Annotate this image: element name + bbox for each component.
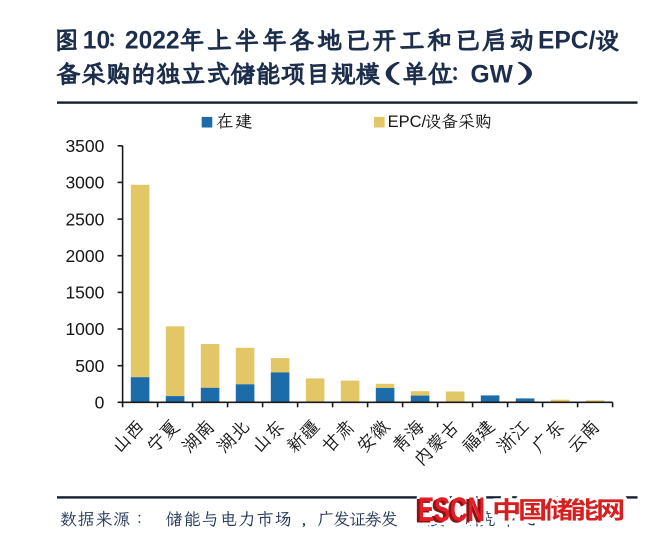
svg-text:10: 10	[83, 28, 110, 55]
svg-text:2022: 2022	[125, 28, 180, 55]
svg-text:GW: GW	[471, 61, 514, 88]
svg-text:1000: 1000	[65, 319, 104, 339]
svg-text:3500: 3500	[65, 136, 104, 156]
svg-text:2500: 2500	[65, 209, 104, 229]
svg-text:2000: 2000	[65, 246, 104, 266]
svg-text:EPC/: EPC/	[388, 113, 427, 131]
svg-text:1500: 1500	[65, 283, 104, 303]
svg-text:0: 0	[95, 393, 105, 413]
svg-text:ESCN: ESCN	[418, 491, 485, 529]
svg-text:3000: 3000	[65, 173, 104, 193]
svg-text:ESCN: ESCN	[418, 491, 485, 529]
svg-text:EPC/: EPC/	[538, 28, 596, 55]
svg-text:500: 500	[75, 356, 104, 376]
svg-text:ESCN: ESCN	[415, 493, 482, 531]
